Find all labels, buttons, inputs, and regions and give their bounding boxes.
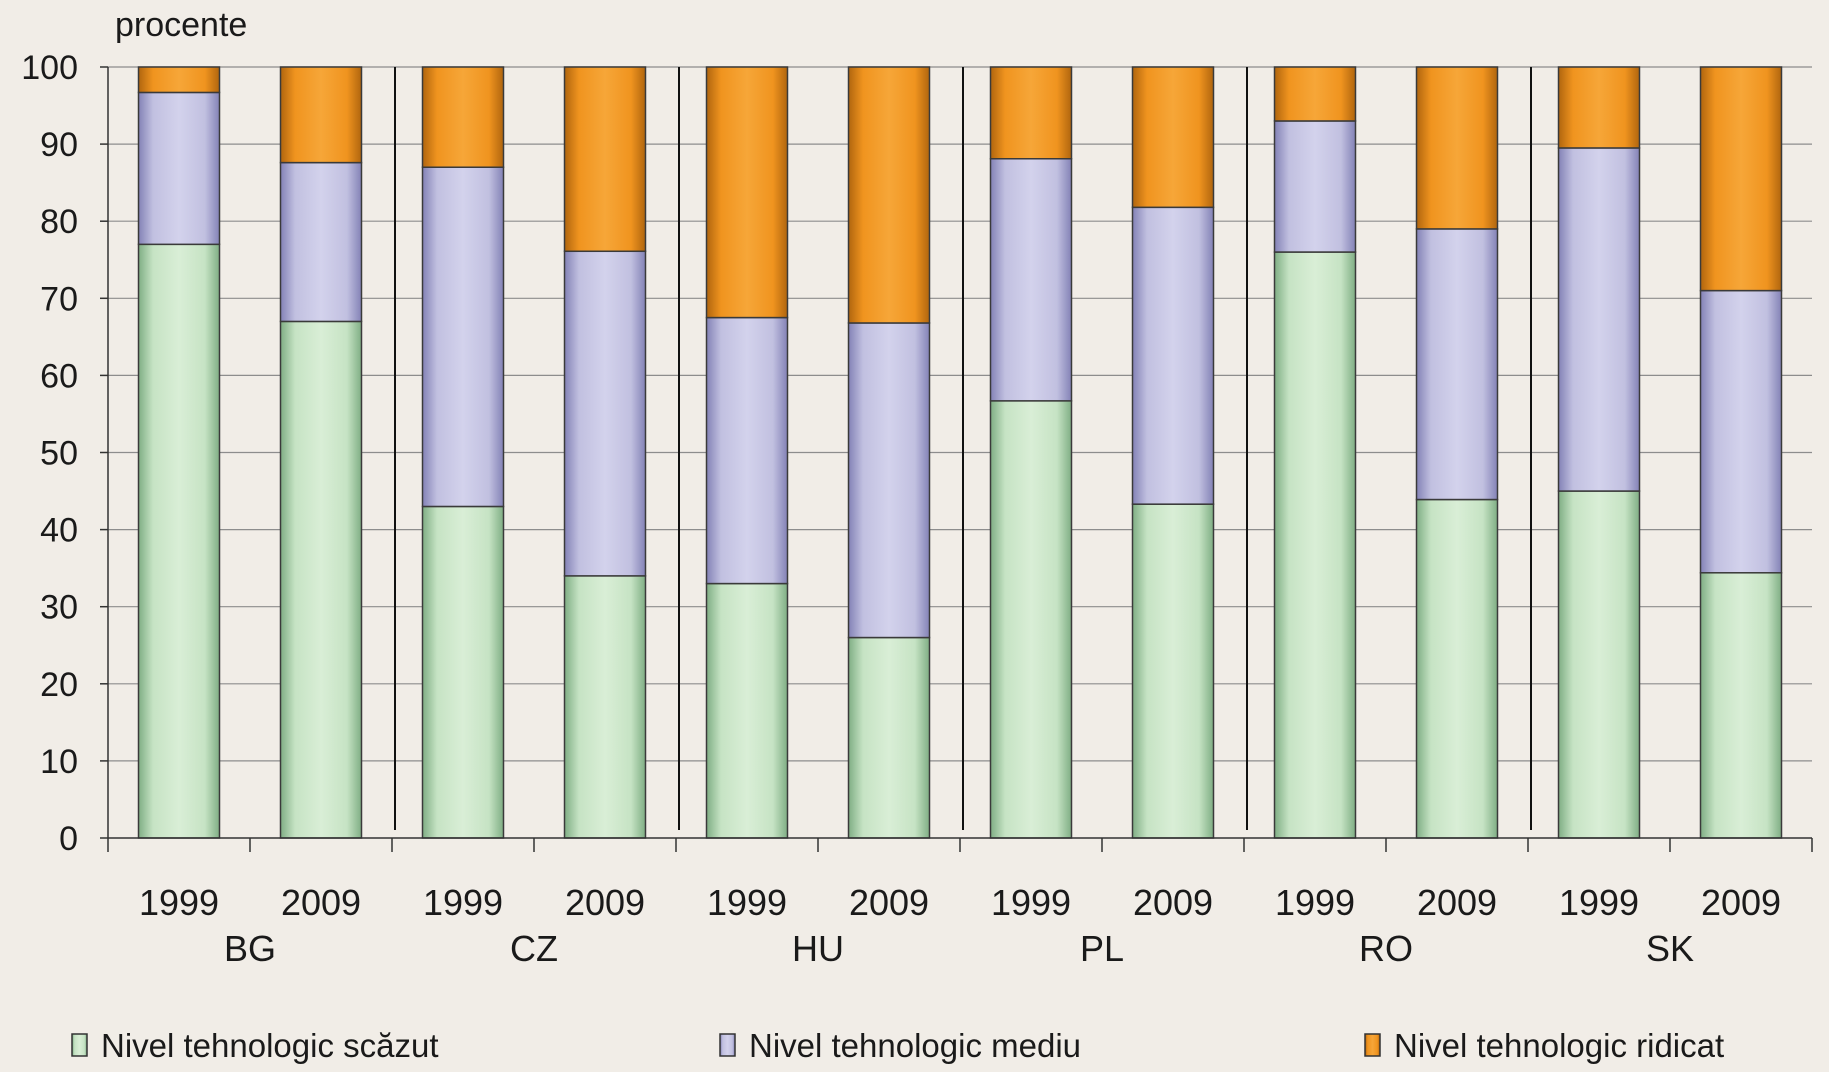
bars [137, 66, 1783, 839]
legend-swatch [1364, 1033, 1381, 1057]
group-label: SK [1646, 928, 1694, 969]
y-tick-label: 100 [21, 49, 78, 87]
y-tick-label: 20 [40, 666, 78, 704]
bar-segment [1131, 503, 1215, 839]
x-tick-label: 2009 [1133, 882, 1213, 923]
x-tick-label: 1999 [1559, 882, 1639, 923]
y-tick-label: 0 [59, 820, 78, 858]
x-tick-label: 2009 [849, 882, 929, 923]
bar-segment [1557, 490, 1641, 839]
bar-segment [137, 243, 221, 839]
y-tick-label: 90 [40, 126, 78, 164]
bar-segment [421, 66, 505, 168]
bar-segment [137, 66, 221, 94]
bar-segment [279, 66, 363, 164]
y-tick-label: 70 [40, 280, 78, 318]
x-tick-label: 2009 [1417, 882, 1497, 923]
group-label: CZ [510, 928, 558, 969]
axes [100, 66, 1813, 852]
bar-segment [137, 91, 221, 246]
bar-segment [421, 166, 505, 508]
bar-segment [1557, 66, 1641, 149]
x-tick-label: 2009 [565, 882, 645, 923]
bar-segment [1415, 228, 1499, 501]
bar-segment [421, 505, 505, 839]
bar-segment [1273, 120, 1357, 253]
y-tick-label: 60 [40, 357, 78, 395]
bar-segment [1415, 498, 1499, 839]
bar-segment [847, 322, 931, 639]
y-tick-label: 80 [40, 203, 78, 241]
y-tick-label: 50 [40, 435, 78, 473]
bar-segment [1131, 206, 1215, 505]
bar-segment [1699, 572, 1783, 839]
legend-label: Nivel tehnologic mediu [749, 1027, 1081, 1064]
bar-segment [1699, 289, 1783, 574]
y-axis-title: procente [115, 6, 247, 44]
bar-segment [563, 250, 647, 577]
legend-label: Nivel tehnologic ridicat [1394, 1027, 1724, 1064]
bar-segment [989, 157, 1073, 402]
bar-segment [847, 636, 931, 839]
bar-segment [989, 66, 1073, 160]
group-label: HU [792, 928, 844, 969]
bar-segment [1699, 66, 1783, 292]
group-label: PL [1080, 928, 1124, 969]
bar-segment [847, 66, 931, 324]
group-label: BG [224, 928, 276, 969]
bar-segment [1273, 251, 1357, 839]
x-tick-label: 1999 [1275, 882, 1355, 923]
bar-segment [989, 400, 1073, 839]
legend-swatch [719, 1033, 736, 1057]
bar-segment [563, 66, 647, 253]
bar-segment [1557, 147, 1641, 492]
x-tick-label: 2009 [281, 882, 361, 923]
bar-segment [279, 320, 363, 839]
bar-segment [1415, 66, 1499, 230]
bar-segment [1273, 66, 1357, 122]
y-tick-label: 40 [40, 512, 78, 550]
bar-segment [563, 575, 647, 839]
grid-lines [108, 66, 1812, 762]
axis-labels: 0 10 20 30 40 50 60 70 80 90 100 1999 2009 1999 2009 19… [21, 49, 1781, 969]
x-tick-label: 1999 [423, 882, 503, 923]
legend-swatch [71, 1033, 88, 1057]
legend-label: Nivel tehnologic scăzut [101, 1027, 439, 1064]
x-tick-label: 2009 [1701, 882, 1781, 923]
bar-segment [705, 582, 789, 839]
x-tick-label: 1999 [139, 882, 219, 923]
bar-segment [1131, 66, 1215, 209]
group-label: RO [1359, 928, 1413, 969]
bar-segment [705, 316, 789, 585]
bar-segment [705, 66, 789, 319]
y-tick-label: 30 [40, 589, 78, 627]
x-tick-label: 1999 [707, 882, 787, 923]
legend: Nivel tehnologic scăzut Nivel tehnologic … [71, 1027, 1724, 1064]
x-tick-label: 1999 [991, 882, 1071, 923]
bar-segment [279, 161, 363, 323]
y-tick-label: 10 [40, 743, 78, 781]
